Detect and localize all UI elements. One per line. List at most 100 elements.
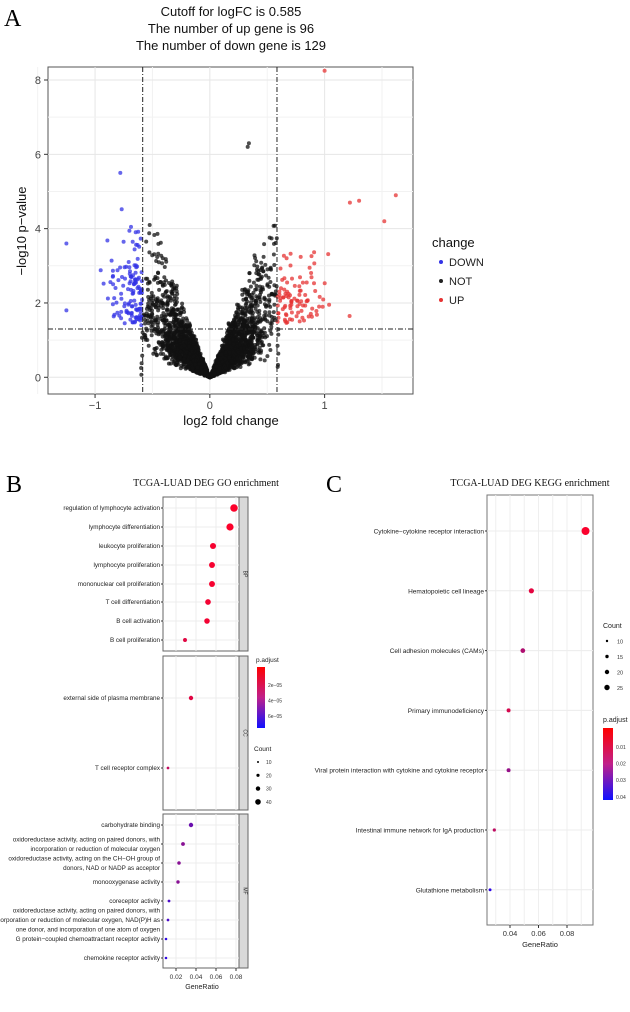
point-not bbox=[143, 321, 148, 326]
point-not bbox=[246, 331, 251, 336]
term-label: Cell adhesion molecules (CAMs) bbox=[390, 648, 484, 655]
point-not bbox=[170, 279, 175, 284]
panel-label-b: B bbox=[6, 472, 22, 498]
point-not bbox=[160, 318, 165, 323]
legend-label: UP bbox=[449, 295, 464, 307]
point-not bbox=[272, 283, 277, 288]
point-not bbox=[155, 322, 160, 327]
point-not bbox=[263, 262, 268, 267]
point-up bbox=[279, 286, 283, 291]
point-not bbox=[232, 330, 237, 335]
point-not bbox=[160, 261, 165, 266]
term-label: regulation of lymphocyte activation bbox=[63, 505, 160, 512]
point-up bbox=[284, 256, 289, 261]
term-dot bbox=[520, 648, 526, 653]
point-not bbox=[260, 266, 264, 271]
point-up bbox=[312, 261, 317, 266]
panel-label-a: A bbox=[4, 6, 22, 32]
point-up bbox=[312, 281, 316, 286]
point-up bbox=[287, 317, 292, 322]
point-down bbox=[135, 264, 140, 269]
term-dot bbox=[506, 708, 511, 713]
point-not bbox=[177, 355, 182, 360]
point-not bbox=[145, 276, 150, 281]
point-not bbox=[165, 303, 170, 308]
point-not bbox=[228, 340, 233, 345]
point-not bbox=[265, 283, 270, 288]
point-not bbox=[259, 329, 264, 334]
point-not bbox=[205, 373, 210, 378]
point-down bbox=[112, 312, 117, 317]
padj-tick-label: 0.03 bbox=[616, 778, 626, 784]
point-not bbox=[252, 346, 257, 351]
point-not bbox=[243, 350, 248, 355]
point-up bbox=[317, 294, 322, 299]
point-not bbox=[253, 299, 258, 303]
point-not bbox=[139, 366, 144, 370]
x-tick-label: 1 bbox=[322, 400, 328, 412]
facet-strip-label: CC bbox=[242, 729, 248, 737]
go-dotplot: TCGA-LUAD DEG GO enrichment BP regulation … bbox=[0, 478, 282, 991]
point-not bbox=[214, 364, 219, 369]
padj-tick-label: 2e−05 bbox=[268, 683, 282, 689]
point-up bbox=[357, 198, 362, 203]
x-tick-label: 0.06 bbox=[531, 929, 546, 938]
point-not bbox=[252, 263, 257, 268]
point-not bbox=[163, 323, 168, 328]
point-up bbox=[320, 304, 325, 309]
y-tick-label: 4 bbox=[35, 224, 41, 236]
point-not bbox=[246, 288, 251, 293]
point-up bbox=[309, 254, 314, 259]
point-not bbox=[176, 307, 181, 312]
point-not bbox=[150, 311, 155, 316]
point-not bbox=[261, 254, 266, 259]
point-not bbox=[237, 318, 241, 323]
padj-colorbar bbox=[603, 728, 613, 800]
point-down bbox=[122, 301, 127, 306]
chart-title: TCGA-LUAD DEG GO enrichment bbox=[133, 478, 279, 489]
point-not bbox=[246, 141, 251, 146]
point-not bbox=[217, 366, 222, 371]
point-not bbox=[152, 233, 157, 237]
count-swatch bbox=[256, 773, 260, 777]
term-label-line: monooxygenase activity bbox=[93, 879, 161, 886]
term-dot bbox=[167, 899, 171, 903]
point-down bbox=[110, 274, 115, 279]
point-not bbox=[272, 241, 276, 246]
point-down bbox=[127, 265, 132, 270]
count-label: 15 bbox=[617, 655, 623, 661]
point-not bbox=[182, 343, 187, 348]
point-not bbox=[174, 363, 179, 368]
x-tick-label: 0.02 bbox=[170, 974, 183, 981]
legend-label: DOWN bbox=[449, 257, 484, 269]
point-not bbox=[180, 305, 185, 310]
term-label: oxidoreductase activity, acting on paire… bbox=[13, 836, 161, 853]
point-not bbox=[257, 336, 262, 341]
point-not bbox=[267, 342, 272, 347]
point-down bbox=[126, 260, 131, 264]
point-not bbox=[149, 333, 154, 338]
term-label: lymphocyte proliferation bbox=[94, 562, 161, 569]
padj-colorbar bbox=[257, 667, 265, 728]
point-not bbox=[272, 263, 277, 267]
term-label: external side of plasma membrane bbox=[63, 695, 160, 702]
point-not bbox=[228, 334, 233, 339]
padj-tick-label: 0.01 bbox=[616, 745, 626, 751]
term-dot bbox=[226, 523, 234, 531]
point-down bbox=[127, 281, 132, 286]
term-dot bbox=[205, 599, 211, 605]
term-label-line: coreceptor activity bbox=[109, 898, 161, 905]
point-not bbox=[262, 316, 267, 321]
point-not bbox=[271, 223, 276, 228]
point-not bbox=[194, 345, 199, 350]
point-not bbox=[149, 290, 154, 295]
point-down bbox=[133, 315, 138, 320]
term-label-line: lymphocyte differentiation bbox=[89, 524, 161, 531]
point-down bbox=[114, 300, 119, 305]
point-not bbox=[165, 356, 170, 361]
point-up bbox=[314, 312, 319, 317]
point-down bbox=[134, 242, 139, 247]
point-not bbox=[221, 368, 226, 373]
point-not bbox=[247, 271, 252, 276]
